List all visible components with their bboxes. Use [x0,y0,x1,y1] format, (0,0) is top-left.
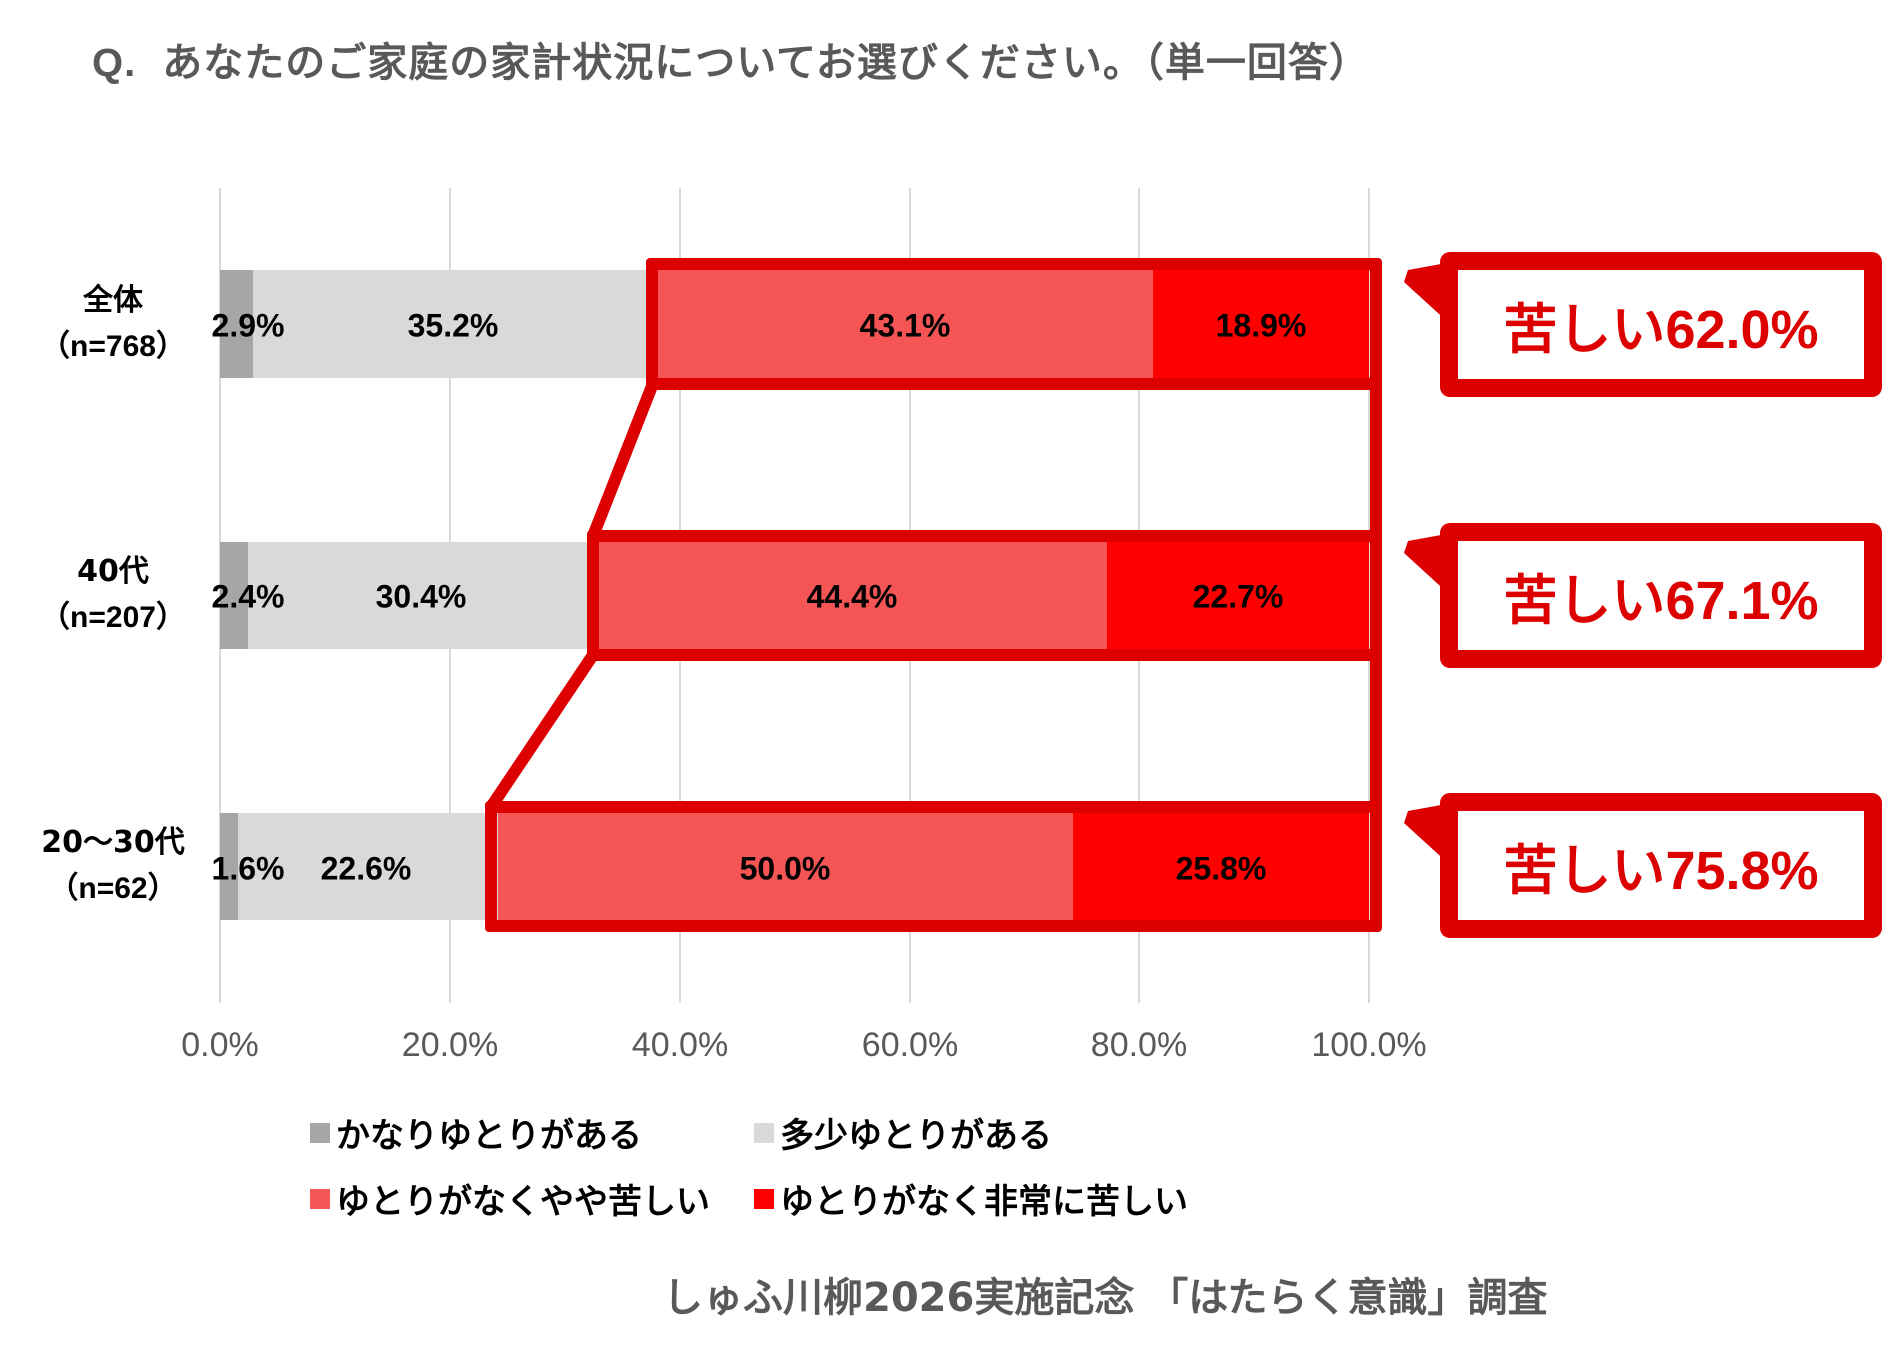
value-label: 30.4% [375,578,467,615]
highlight-frame-20s-30s [485,801,1382,932]
bar-segment-very-comfortable [220,813,238,920]
question-text: あなたのご家庭の家計状況についてお選びください。（単一回答） [162,40,1370,86]
x-tick-label: 80.0% [1090,1026,1188,1064]
value-label: 50.0% [739,850,831,887]
survey-source: しゅふ川柳2026実施記念 「はたらく意識」調査 [663,1275,1548,1321]
callout-label: 苦しい [1503,839,1666,902]
gridline-100 [1368,188,1370,1003]
legend-swatch [754,1188,774,1209]
legend-swatch [754,1122,774,1143]
callout-text: 苦しい62.0% [1503,285,1818,364]
bar-segment-somewhat-comfortable [238,813,498,920]
x-tick-label: 40.0% [631,1026,729,1064]
row-label-n: （n=768） [40,330,186,363]
x-tick-label: 100.0% [1311,1026,1427,1064]
row-label-n: （n=62） [48,872,178,905]
value-label: 2.9% [211,307,285,344]
legend-item-very-comfortable: かなりゆとりがある [310,1108,642,1157]
x-tick-label: 20.0% [401,1026,499,1064]
value-label: 44.4% [806,578,898,615]
highlight-frame-40s [587,530,1382,661]
bar-segment-somewhat-comfortable [253,270,658,378]
row-label-name: 20～30代 [41,825,185,860]
value-label: 25.8% [1175,850,1267,887]
value-label: 35.2% [407,307,499,344]
callout-total: 苦しい62.0% [1440,252,1882,397]
bar-segment-very-hard [1107,542,1369,649]
value-label: 2.4% [211,578,285,615]
highlight-frame-total [646,258,1382,390]
callout-value: 62.0% [1665,300,1819,360]
bar-segment-somewhat-hard [597,542,1107,649]
bar-segment-very-hard [1153,270,1369,378]
legend-label: かなりゆとりがある [336,1116,642,1156]
bar-segment-somewhat-hard [498,813,1073,920]
legend-label: ゆとりがなく非常に苦しい [780,1182,1188,1222]
legend-swatch [310,1188,330,1209]
value-label: 22.6% [320,850,412,887]
chart-title: Q. あなたのご家庭の家計状況についてお選びください。（単一回答） [92,30,1370,88]
question-prefix: Q. [92,41,137,85]
callout-20s-30s: 苦しい75.8% [1440,793,1882,938]
row-label-name: 全体 [83,283,143,318]
callout-40s: 苦しい67.1% [1440,523,1882,668]
bar-segment-somewhat-hard [658,270,1153,378]
value-label: 43.1% [859,307,951,344]
bar-segment-very-hard [1073,813,1369,920]
bar-segment-very-comfortable [220,270,253,378]
callout-label: 苦しい [1503,569,1666,632]
callout-value: 75.8% [1665,841,1819,901]
legend-item-somewhat-hard: ゆとりがなくやや苦しい [310,1174,710,1223]
row-label-total: 全体 （n=768） [18,278,208,370]
row-label-40s: 40代 （n=207） [18,549,208,641]
bar-segment-somewhat-comfortable [248,542,597,649]
legend-label: ゆとりがなくやや苦しい [336,1182,710,1222]
legend-item-very-hard: ゆとりがなく非常に苦しい [754,1174,1188,1223]
x-tick-label: 60.0% [861,1026,959,1064]
legend-label: 多少ゆとりがある [780,1116,1052,1156]
legend-swatch [310,1122,330,1143]
callout-text: 苦しい67.1% [1503,556,1818,635]
value-label: 22.7% [1192,578,1284,615]
row-label-name: 40代 [77,554,149,589]
value-label: 18.9% [1215,307,1307,344]
x-tick-label: 0.0% [181,1026,259,1064]
legend-item-somewhat-comfortable: 多少ゆとりがある [754,1108,1052,1157]
row-label-20s-30s: 20～30代 （n=62） [18,820,208,912]
callout-label: 苦しい [1503,298,1666,361]
callout-value: 67.1% [1665,571,1819,631]
row-label-n: （n=207） [40,601,186,634]
callout-text: 苦しい75.8% [1503,826,1818,905]
value-label: 1.6% [211,850,285,887]
bar-segment-very-comfortable [220,542,248,649]
